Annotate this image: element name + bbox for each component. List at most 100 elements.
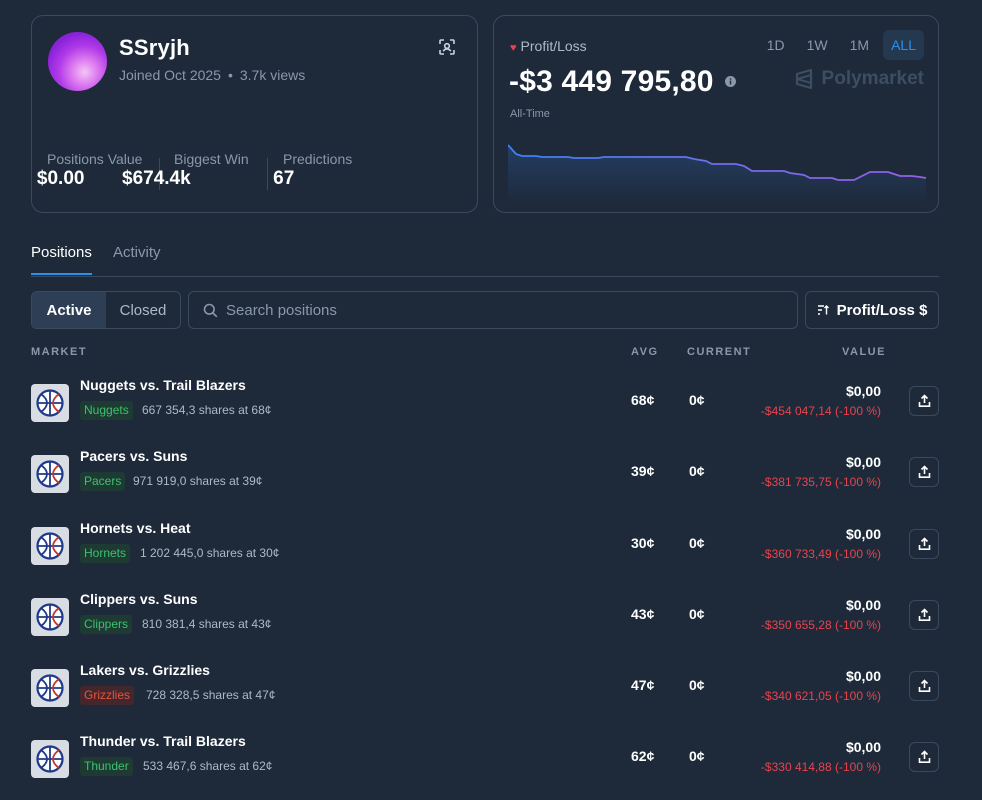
- outcome-badge: Nuggets: [80, 401, 133, 420]
- pnl-label-text: Profit/Loss: [520, 38, 587, 54]
- username: SSryjh: [119, 35, 190, 60]
- content-tabs: Positions Activity: [31, 237, 939, 277]
- current-price: 0¢: [689, 677, 705, 693]
- position-pnl: -$330 414,88 (-100 %): [760, 760, 881, 774]
- outcome-badge: Hornets: [80, 544, 131, 563]
- range-tab-1m[interactable]: 1M: [849, 37, 870, 53]
- share-button[interactable]: [909, 386, 939, 416]
- brand-name: Polymarket: [821, 68, 924, 89]
- view-count: 3.7k views: [239, 67, 306, 83]
- stat-biggest-win: Biggest Win $674.4k: [122, 151, 249, 189]
- range-tab-1w[interactable]: 1W: [806, 37, 828, 53]
- market-title[interactable]: Hornets vs. Heat: [80, 520, 191, 536]
- stat-predictions: Predictions 67: [273, 151, 353, 189]
- avg-price: 30¢: [631, 535, 655, 551]
- pnl-value: -$3 449 795,80: [509, 65, 714, 98]
- market-title[interactable]: Pacers vs. Suns: [80, 448, 188, 464]
- position-row[interactable]: Pacers vs. Suns Pacers 971 919,0 shares at…: [31, 442, 939, 502]
- share-button[interactable]: [909, 671, 939, 701]
- range-tab-all[interactable]: ALL: [883, 30, 924, 60]
- col-header-value: VALUE: [842, 346, 886, 358]
- market-title[interactable]: Nuggets vs. Trail Blazers: [80, 377, 246, 393]
- info-icon[interactable]: [725, 76, 736, 87]
- position-row[interactable]: Clippers vs. Suns Clippers 810 381,4 share…: [31, 585, 939, 645]
- col-header-market: MARKET: [31, 346, 88, 358]
- stat-label: Biggest Win: [174, 151, 249, 167]
- share-icon: [918, 394, 931, 407]
- col-header-avg: AVG: [631, 346, 659, 358]
- stat-label: Predictions: [283, 151, 353, 167]
- share-icon: [918, 465, 931, 478]
- profile-card: SSryjh Joined Oct 2025 • 3.7k views Positi…: [31, 15, 478, 213]
- market-icon: [31, 527, 69, 565]
- avg-price: 47¢: [631, 677, 655, 693]
- avg-price: 39¢: [631, 463, 655, 479]
- avg-price: 62¢: [631, 748, 655, 764]
- market-icon: [31, 384, 69, 422]
- basketball-icon: [36, 460, 64, 488]
- avg-price: 68¢: [631, 392, 655, 408]
- outcome-badge: Thunder: [80, 757, 133, 776]
- position-row[interactable]: Hornets vs. Heat Hornets 1 202 445,0 share…: [31, 514, 939, 574]
- heart-icon: ♥: [510, 42, 517, 54]
- basketball-icon: [36, 745, 64, 773]
- share-icon: [918, 608, 931, 621]
- sort-button[interactable]: Profit/Loss $: [805, 291, 939, 329]
- scan-icon[interactable]: [438, 38, 456, 56]
- share-button[interactable]: [909, 742, 939, 772]
- stat-divider: [267, 158, 268, 190]
- range-tab-1d[interactable]: 1D: [766, 37, 785, 53]
- status-toggle: Active Closed: [31, 291, 181, 329]
- tab-activity[interactable]: Activity: [113, 244, 161, 261]
- avg-price: 43¢: [631, 606, 655, 622]
- position-value: $0,00: [845, 739, 881, 755]
- basketball-icon: [36, 532, 64, 560]
- stat-label: Positions Value: [47, 151, 143, 167]
- share-button[interactable]: [909, 529, 939, 559]
- outcome-badge: Pacers: [80, 472, 126, 491]
- position-value: $0,00: [845, 454, 881, 470]
- market-title[interactable]: Clippers vs. Suns: [80, 591, 198, 607]
- share-icon: [918, 750, 931, 763]
- col-header-current: CURRENT: [687, 346, 752, 358]
- active-filter-button[interactable]: Active: [32, 292, 106, 328]
- brand-logo: Polymarket: [793, 68, 924, 90]
- share-button[interactable]: [909, 600, 939, 630]
- basketball-icon: [36, 389, 64, 417]
- position-row[interactable]: Nuggets vs. Trail Blazers Nuggets 667 354,…: [31, 371, 939, 431]
- position-pnl: -$454 047,14 (-100 %): [760, 404, 881, 418]
- avatar: [48, 32, 107, 91]
- current-price: 0¢: [689, 463, 705, 479]
- stat-value: $0.00: [36, 168, 85, 189]
- market-icon: [31, 455, 69, 493]
- tab-positions[interactable]: Positions: [31, 244, 92, 275]
- outcome-badge: Grizzlies: [80, 686, 135, 705]
- search-icon: [203, 303, 218, 318]
- position-value: $0,00: [845, 597, 881, 613]
- position-value: $0,00: [845, 668, 881, 684]
- market-icon: [31, 598, 69, 636]
- position-pnl: -$360 733,49 (-100 %): [760, 547, 881, 561]
- pnl-sparkline: [508, 144, 926, 204]
- market-icon: [31, 669, 69, 707]
- basketball-icon: [36, 603, 64, 631]
- position-value: $0,00: [845, 383, 881, 399]
- stat-positions-value: Positions Value $0.00: [37, 151, 143, 189]
- outcome-badge: Clippers: [80, 615, 133, 634]
- position-pnl: -$340 621,05 (-100 %): [760, 689, 881, 703]
- position-row[interactable]: Thunder vs. Trail Blazers Thunder 533 467,…: [31, 727, 939, 787]
- closed-filter-button[interactable]: Closed: [119, 301, 167, 319]
- shares-text: 533 467,6 shares at 62¢: [143, 759, 273, 773]
- share-button[interactable]: [909, 457, 939, 487]
- shares-text: 1 202 445,0 shares at 30¢: [140, 546, 280, 560]
- search-input[interactable]: [226, 292, 786, 328]
- market-title[interactable]: Thunder vs. Trail Blazers: [80, 733, 246, 749]
- current-price: 0¢: [689, 748, 705, 764]
- share-icon: [918, 537, 931, 550]
- market-title[interactable]: Lakers vs. Grizzlies: [80, 662, 210, 678]
- current-price: 0¢: [689, 535, 705, 551]
- position-row[interactable]: Lakers vs. Grizzlies Grizzlies 728 328,5 s…: [31, 656, 939, 716]
- shares-text: 971 919,0 shares at 39¢: [133, 474, 263, 488]
- shares-text: 728 328,5 shares at 47¢: [146, 688, 276, 702]
- polymarket-icon: [795, 68, 812, 90]
